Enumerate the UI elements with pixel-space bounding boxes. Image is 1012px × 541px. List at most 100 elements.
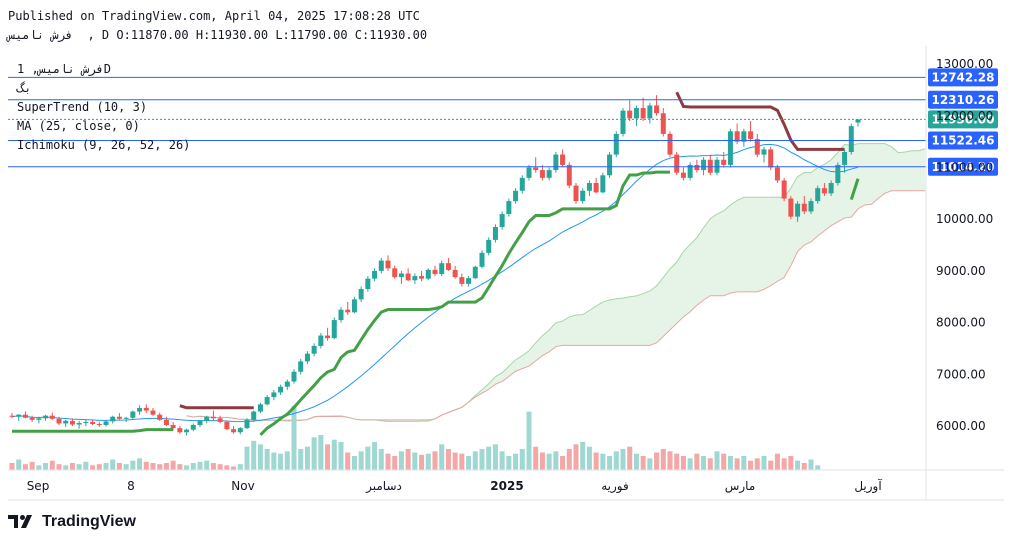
y-tick-label: 9000.00 — [936, 264, 986, 278]
candle-body — [69, 420, 75, 425]
volume-bar — [110, 459, 116, 470]
legend-ma[interactable]: MA (25, close, 0) — [17, 119, 140, 133]
volume-bar — [640, 456, 646, 470]
volume-bar — [613, 451, 619, 470]
volume-bar — [150, 463, 156, 470]
volume-bar — [311, 437, 317, 470]
candle-body — [499, 214, 505, 227]
supertrend-segment — [675, 91, 845, 151]
candle-body — [835, 164, 841, 184]
candle-body — [412, 276, 418, 281]
volume-bar — [96, 464, 102, 470]
candle-body — [459, 277, 465, 284]
candle-body — [197, 420, 203, 426]
legend-ichimoku[interactable]: Ichimoku (9, 26, 52, 26) — [17, 138, 191, 152]
volume-bar — [257, 444, 263, 470]
level-label-text: 11014.20 — [931, 160, 994, 174]
supertrend-segment — [849, 178, 860, 201]
candle-body — [674, 154, 680, 173]
candle-body — [586, 183, 592, 191]
candle-body — [43, 415, 49, 419]
candle-body — [224, 421, 230, 430]
volume-bar — [22, 464, 28, 470]
x-tick-label: Nov — [231, 479, 254, 493]
candle-body — [439, 263, 445, 275]
candle-body — [9, 415, 15, 417]
candle-body — [848, 126, 854, 152]
candle-body — [546, 170, 552, 178]
ma-line — [11, 143, 859, 423]
candle-body — [828, 183, 834, 194]
candle-body — [217, 418, 223, 422]
volume-bar — [647, 458, 653, 470]
candle-body — [795, 203, 801, 217]
candle-body — [741, 131, 747, 142]
candle-body — [553, 154, 559, 171]
volume-bar — [586, 446, 592, 470]
x-tick-label: 8 — [127, 479, 135, 493]
volume-bar — [419, 454, 425, 470]
x-tick-label: فوریه — [601, 479, 629, 494]
candle-body — [654, 105, 660, 114]
volume-bar — [190, 463, 196, 470]
volume-bar — [392, 456, 398, 470]
volume-bar — [452, 452, 458, 470]
candle-body — [378, 260, 384, 271]
tradingview-brand[interactable]: TradingView — [8, 512, 136, 532]
candle-body — [358, 289, 364, 300]
volume-bar — [123, 464, 129, 470]
volume-bar — [157, 464, 163, 470]
indicator-lines — [11, 91, 860, 436]
candle-body — [781, 180, 787, 199]
volume-bar — [237, 464, 243, 470]
volume-bar — [687, 458, 693, 470]
volume-bar — [372, 442, 378, 470]
volume-bar — [231, 466, 237, 470]
volume-bar — [546, 453, 552, 470]
legend-supertrend[interactable]: SuperTrend (10, 3) — [17, 100, 148, 114]
candle-body — [190, 425, 196, 430]
volume-bar — [351, 456, 357, 470]
volume-bar — [801, 463, 807, 470]
volume-bar — [795, 460, 801, 470]
candle-body — [123, 417, 129, 419]
candle-body — [150, 410, 156, 415]
candle-body — [627, 110, 633, 119]
candle-body — [184, 429, 190, 433]
level-label-box — [928, 110, 998, 129]
candle-body — [513, 190, 519, 202]
volume-bar — [264, 449, 270, 470]
volume-bar — [116, 463, 122, 470]
candle-body — [231, 429, 237, 433]
volume-bar — [338, 442, 344, 470]
volume-bar — [566, 449, 572, 470]
volume-bar — [466, 456, 472, 470]
candle-body — [157, 414, 163, 420]
candle-body — [257, 404, 263, 412]
candle-body — [707, 159, 713, 173]
volume-bar — [774, 453, 780, 470]
volume-bar — [492, 444, 498, 470]
x-tick-label: آوریل — [854, 478, 882, 494]
volume-bar — [103, 463, 109, 470]
volume-bar — [298, 449, 304, 470]
candle-body — [593, 183, 599, 193]
y-tick-label: 10000.00 — [936, 212, 993, 226]
candle-body — [419, 276, 425, 279]
candle-body — [694, 164, 700, 171]
candle-body — [251, 411, 257, 420]
volume-bar — [459, 453, 465, 470]
volume-bar — [76, 464, 82, 470]
candle-body — [338, 309, 344, 321]
candle-body — [727, 131, 733, 165]
volume-bar — [49, 460, 55, 470]
supertrend-segment — [12, 428, 174, 433]
volume-bar — [378, 449, 384, 470]
volume-bar — [83, 461, 89, 470]
candle-body — [398, 273, 404, 278]
volume-bar — [580, 442, 586, 470]
candle-body — [640, 108, 646, 119]
y-tick-label: 8000.00 — [936, 316, 986, 330]
volume-bar — [714, 451, 720, 470]
